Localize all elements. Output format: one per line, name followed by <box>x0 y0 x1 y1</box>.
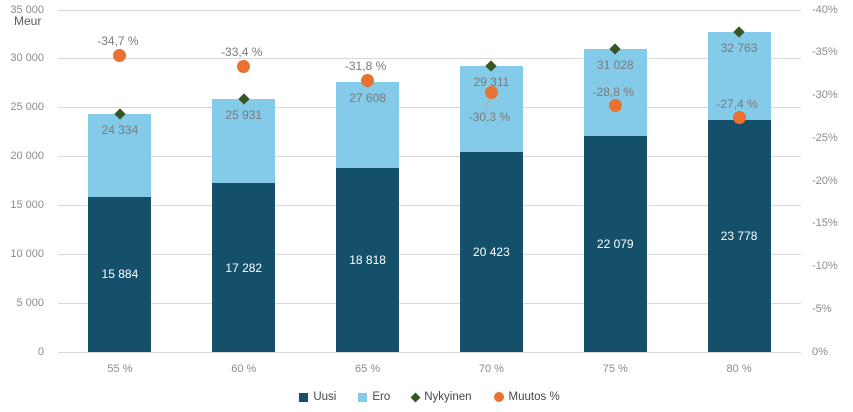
nykyinen-diamond-icon <box>410 392 421 402</box>
chart-legend: Uusi Ero Nykyinen Muutos % <box>58 388 801 406</box>
legend-label-muutos: Muutos % <box>508 391 560 403</box>
ero-color-swatch <box>358 392 368 402</box>
total-value-label: 25 931 <box>225 107 263 122</box>
muutos-circle-marker <box>484 86 498 100</box>
left-axis-title: Meur <box>14 14 42 28</box>
bar-uusi-segment <box>459 152 523 352</box>
y-axis-label-right: -25% <box>812 131 838 144</box>
y-axis-label-right: -15% <box>812 217 838 230</box>
bar-ero-segment <box>212 98 276 184</box>
muutos-circle-marker <box>237 59 251 73</box>
y-axis-label-left: 5 000 <box>16 296 44 309</box>
legend-item-ero: Ero <box>358 391 390 403</box>
gridline <box>58 156 801 158</box>
bar-ero-segment <box>583 48 647 137</box>
x-axis-label: 80 % <box>726 363 752 375</box>
muutos-value-label: -28,8 % <box>592 84 634 99</box>
bar-value-label: 20 423 <box>473 245 510 260</box>
muutos-circle-icon <box>493 392 504 402</box>
y-axis-label-right: -10% <box>812 260 838 272</box>
muutos-circle-marker <box>732 111 746 125</box>
bar-ero-segment <box>707 31 771 120</box>
y-axis-label-right: -30% <box>812 89 838 101</box>
y-axis-label-right: 0% <box>812 345 828 358</box>
total-value-label: 27 608 <box>349 91 386 106</box>
y-axis-label-left: 35 000 <box>10 3 44 16</box>
bar-value-label: 17 282 <box>225 260 263 275</box>
muutos-value-label: -33,4 % <box>221 45 263 60</box>
bar-value-label: 22 079 <box>596 237 634 252</box>
legend-item-muutos: Muutos % <box>493 391 560 403</box>
total-value-label: 31 028 <box>596 57 634 72</box>
y-axis-label-left: 30 000 <box>10 52 44 65</box>
muutos-value-label: -30,3 % <box>468 109 511 124</box>
y-axis-label-right: -5% <box>812 302 832 315</box>
x-axis-label: 75 % <box>602 363 628 375</box>
legend-label-nykyinen: Nykyinen <box>424 391 472 403</box>
x-axis-label: 60 % <box>231 363 257 375</box>
y-axis-label-left: 15 000 <box>10 198 44 211</box>
x-axis-label: 55 % <box>107 363 133 375</box>
x-axis-label: 70 % <box>478 363 504 375</box>
total-value-label: 24 334 <box>101 123 139 138</box>
legend-item-uusi: Uusi <box>299 391 336 403</box>
muutos-circle-marker <box>113 48 127 62</box>
x-axis-label: 65 % <box>355 363 381 375</box>
gridline <box>58 107 801 109</box>
gridline <box>58 9 801 11</box>
y-axis-label-right: -35% <box>812 46 838 59</box>
bar-value-label: 18 818 <box>349 253 386 268</box>
legend-label-uusi: Uusi <box>313 391 337 403</box>
bar-value-label: 23 778 <box>720 228 758 243</box>
bar-uusi-segment <box>88 196 152 352</box>
total-value-label: 29 311 <box>473 74 510 89</box>
gridline <box>58 302 801 304</box>
y-axis-label-left: 10 000 <box>10 247 44 260</box>
bar-uusi-segment <box>707 119 771 352</box>
bar-ero-segment <box>336 82 400 169</box>
y-axis-label-left: 20 000 <box>10 150 44 163</box>
muutos-circle-marker <box>608 99 622 113</box>
y-axis-label-right: -40% <box>812 3 838 16</box>
bar-ero-segment <box>88 114 152 197</box>
bar-value-label: 15 884 <box>101 267 139 282</box>
muutos-circle-marker <box>361 73 375 87</box>
y-axis-label-left: 25 000 <box>10 101 44 114</box>
bar-uusi-segment <box>336 168 400 352</box>
uusi-color-swatch <box>299 392 309 402</box>
bar-uusi-segment <box>212 183 276 352</box>
bar-uusi-segment <box>583 136 647 352</box>
legend-label-ero: Ero <box>372 391 391 403</box>
muutos-value-label: -31,8 % <box>344 59 387 74</box>
total-value-label: 32 763 <box>720 40 758 55</box>
y-axis-label-right: -20% <box>812 174 838 187</box>
legend-item-nykyinen: Nykyinen <box>410 391 472 403</box>
bar-ero-segment <box>459 65 523 153</box>
gridline <box>58 253 801 255</box>
gridline <box>58 351 801 353</box>
y-axis-label-left: 0 <box>37 345 44 358</box>
gridline <box>58 204 801 206</box>
muutos-value-label: -34,7 % <box>97 34 139 49</box>
gridline <box>58 58 801 60</box>
muutos-value-label: -27,4 % <box>716 96 758 111</box>
